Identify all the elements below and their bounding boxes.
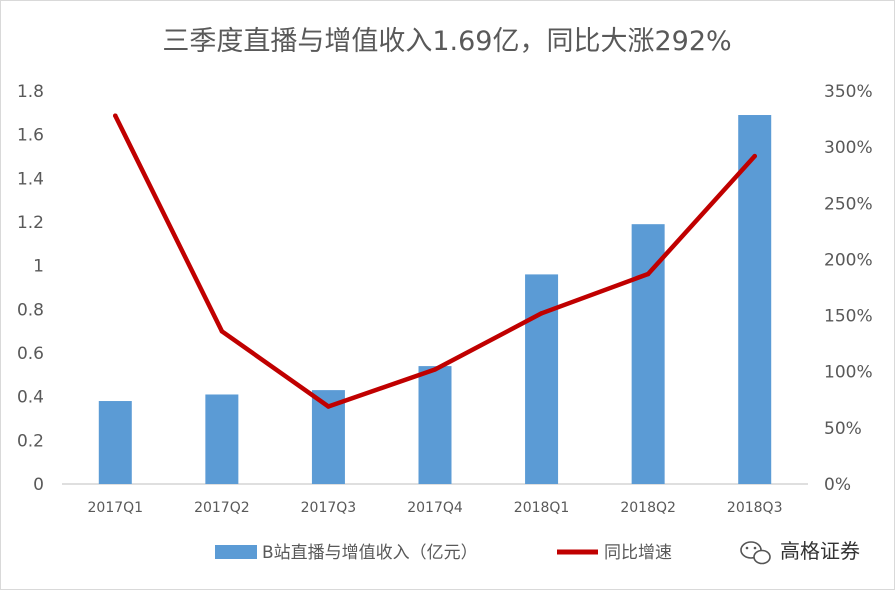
legend-swatch-bar <box>215 545 257 559</box>
y-left-tick-label: 0.8 <box>17 300 44 320</box>
y-left-tick-label: 1.4 <box>17 169 44 189</box>
growth-point <box>113 113 118 118</box>
x-tick-label: 2018Q2 <box>620 500 676 516</box>
x-tick-label: 2017Q2 <box>194 500 250 516</box>
x-tick-label: 2018Q3 <box>727 500 783 516</box>
bar <box>738 115 772 485</box>
watermark: 高格证券 <box>740 539 860 565</box>
growth-point <box>326 404 331 409</box>
y-left-tick-label: 1 <box>33 257 44 277</box>
y-left-tick-label: 0.2 <box>17 431 44 451</box>
legend: B站直播与增值收入（亿元） 同比增速 <box>215 543 672 563</box>
y-right-tick-label: 150% <box>824 307 873 327</box>
x-tick-label: 2017Q3 <box>301 500 357 516</box>
y-left-tick-label: 1.8 <box>17 82 44 102</box>
y-left-tick-label: 1.2 <box>17 213 44 233</box>
bar <box>525 274 559 484</box>
bar <box>205 394 239 484</box>
y-right-tick-label: 0% <box>824 475 851 495</box>
y-left-tick-label: 0.4 <box>17 388 44 408</box>
legend-label-bar: B站直播与增值收入（亿元） <box>262 543 478 563</box>
y-right-tick-label: 200% <box>824 250 873 270</box>
bar <box>98 401 132 484</box>
y-right-tick-label: 250% <box>824 194 873 214</box>
y-right-tick-label: 350% <box>824 82 873 102</box>
bar <box>631 224 665 484</box>
chart-title: 三季度直播与增值收入1.69亿，同比大涨292% <box>162 26 731 57</box>
plot-area: 0 0.2 0.4 0.6 0.8 1 1.2 1.4 1.6 1.8 0% 50% 100% 150% 2… <box>17 82 873 516</box>
wechat-icon <box>740 541 771 565</box>
growth-point <box>539 311 544 316</box>
growth-point <box>752 153 757 159</box>
y-right-tick-label: 50% <box>824 419 862 439</box>
growth-point <box>645 271 651 277</box>
x-tick-label: 2017Q1 <box>88 500 144 516</box>
watermark-text: 高格证券 <box>780 539 860 563</box>
y-left-tick-label: 1.6 <box>17 126 44 146</box>
y-right-tick-label: 300% <box>824 138 873 158</box>
y-right-tick-label: 100% <box>824 363 873 383</box>
x-tick-label: 2017Q4 <box>407 500 463 516</box>
legend-label-line: 同比增速 <box>604 543 672 563</box>
growth-point <box>432 367 438 372</box>
y-left-tick-label: 0.6 <box>17 344 44 364</box>
bar <box>418 366 452 484</box>
growth-point <box>219 329 225 334</box>
y-left-tick-label: 0 <box>33 475 44 495</box>
x-tick-label: 2018Q1 <box>514 500 570 516</box>
